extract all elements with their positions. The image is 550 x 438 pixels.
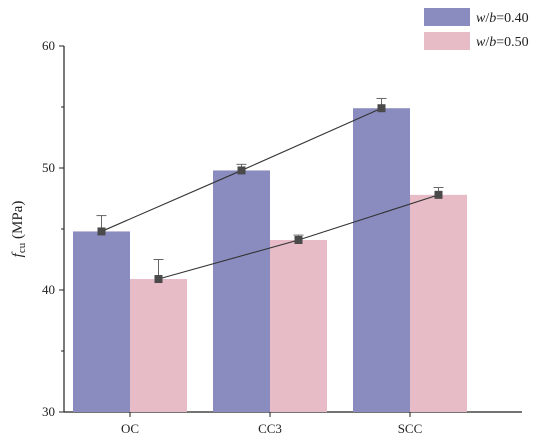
bar-OC-series-1 [73,231,130,412]
y-ticks: 30 40 50 60 [42,38,64,419]
legend-var-slash: / [485,35,489,50]
legend-swatch-series-1 [424,8,470,26]
data-point-marker [97,227,106,236]
legend-var-numerator: w [476,35,486,50]
legend-label-series-1: w/b=0.40 [476,11,529,26]
x-tick-label-cc3: CC3 [258,421,282,436]
legend: w/b=0.40w/b=0.50 [424,8,529,50]
y-tick-label: 40 [42,282,55,297]
legend-value: =0.40 [496,11,528,26]
trend-lines [97,104,443,284]
x-tick-label-scc: SCC [398,421,423,436]
y-tick-label: 50 [42,160,55,175]
x-tick-label-oc: OC [121,421,139,436]
data-point-marker [154,275,163,284]
legend-value: =0.50 [496,35,528,50]
y-axis-label-sub: cu [16,242,28,253]
legend-swatch-series-2 [424,32,470,50]
bars [73,108,467,412]
legend-label-series-2: w/b=0.50 [476,35,529,50]
legend-var-numerator: w [476,11,486,26]
y-axis-label-unit: (MPa) [10,201,26,243]
legend-var-denominator: b [489,11,496,26]
y-axis-label-var: f [10,251,26,257]
legend-var-denominator: b [489,35,496,50]
data-point-marker [237,166,246,175]
bar-OC-series-2 [130,279,187,412]
bar-CC3-series-1 [213,170,270,412]
data-point-marker [377,104,386,113]
y-tick-label: 30 [42,404,55,419]
bar-CC3-series-2 [270,239,327,412]
y-axis-label: fcu (MPa) [10,201,28,258]
data-point-marker [434,190,443,199]
bar-SCC-series-1 [353,108,410,412]
y-tick-label: 60 [42,38,55,53]
x-ticks: OC CC3 SCC [121,412,422,436]
legend-var-slash: / [485,11,489,26]
data-point-marker [294,235,303,244]
bar-SCC-series-2 [410,194,467,412]
